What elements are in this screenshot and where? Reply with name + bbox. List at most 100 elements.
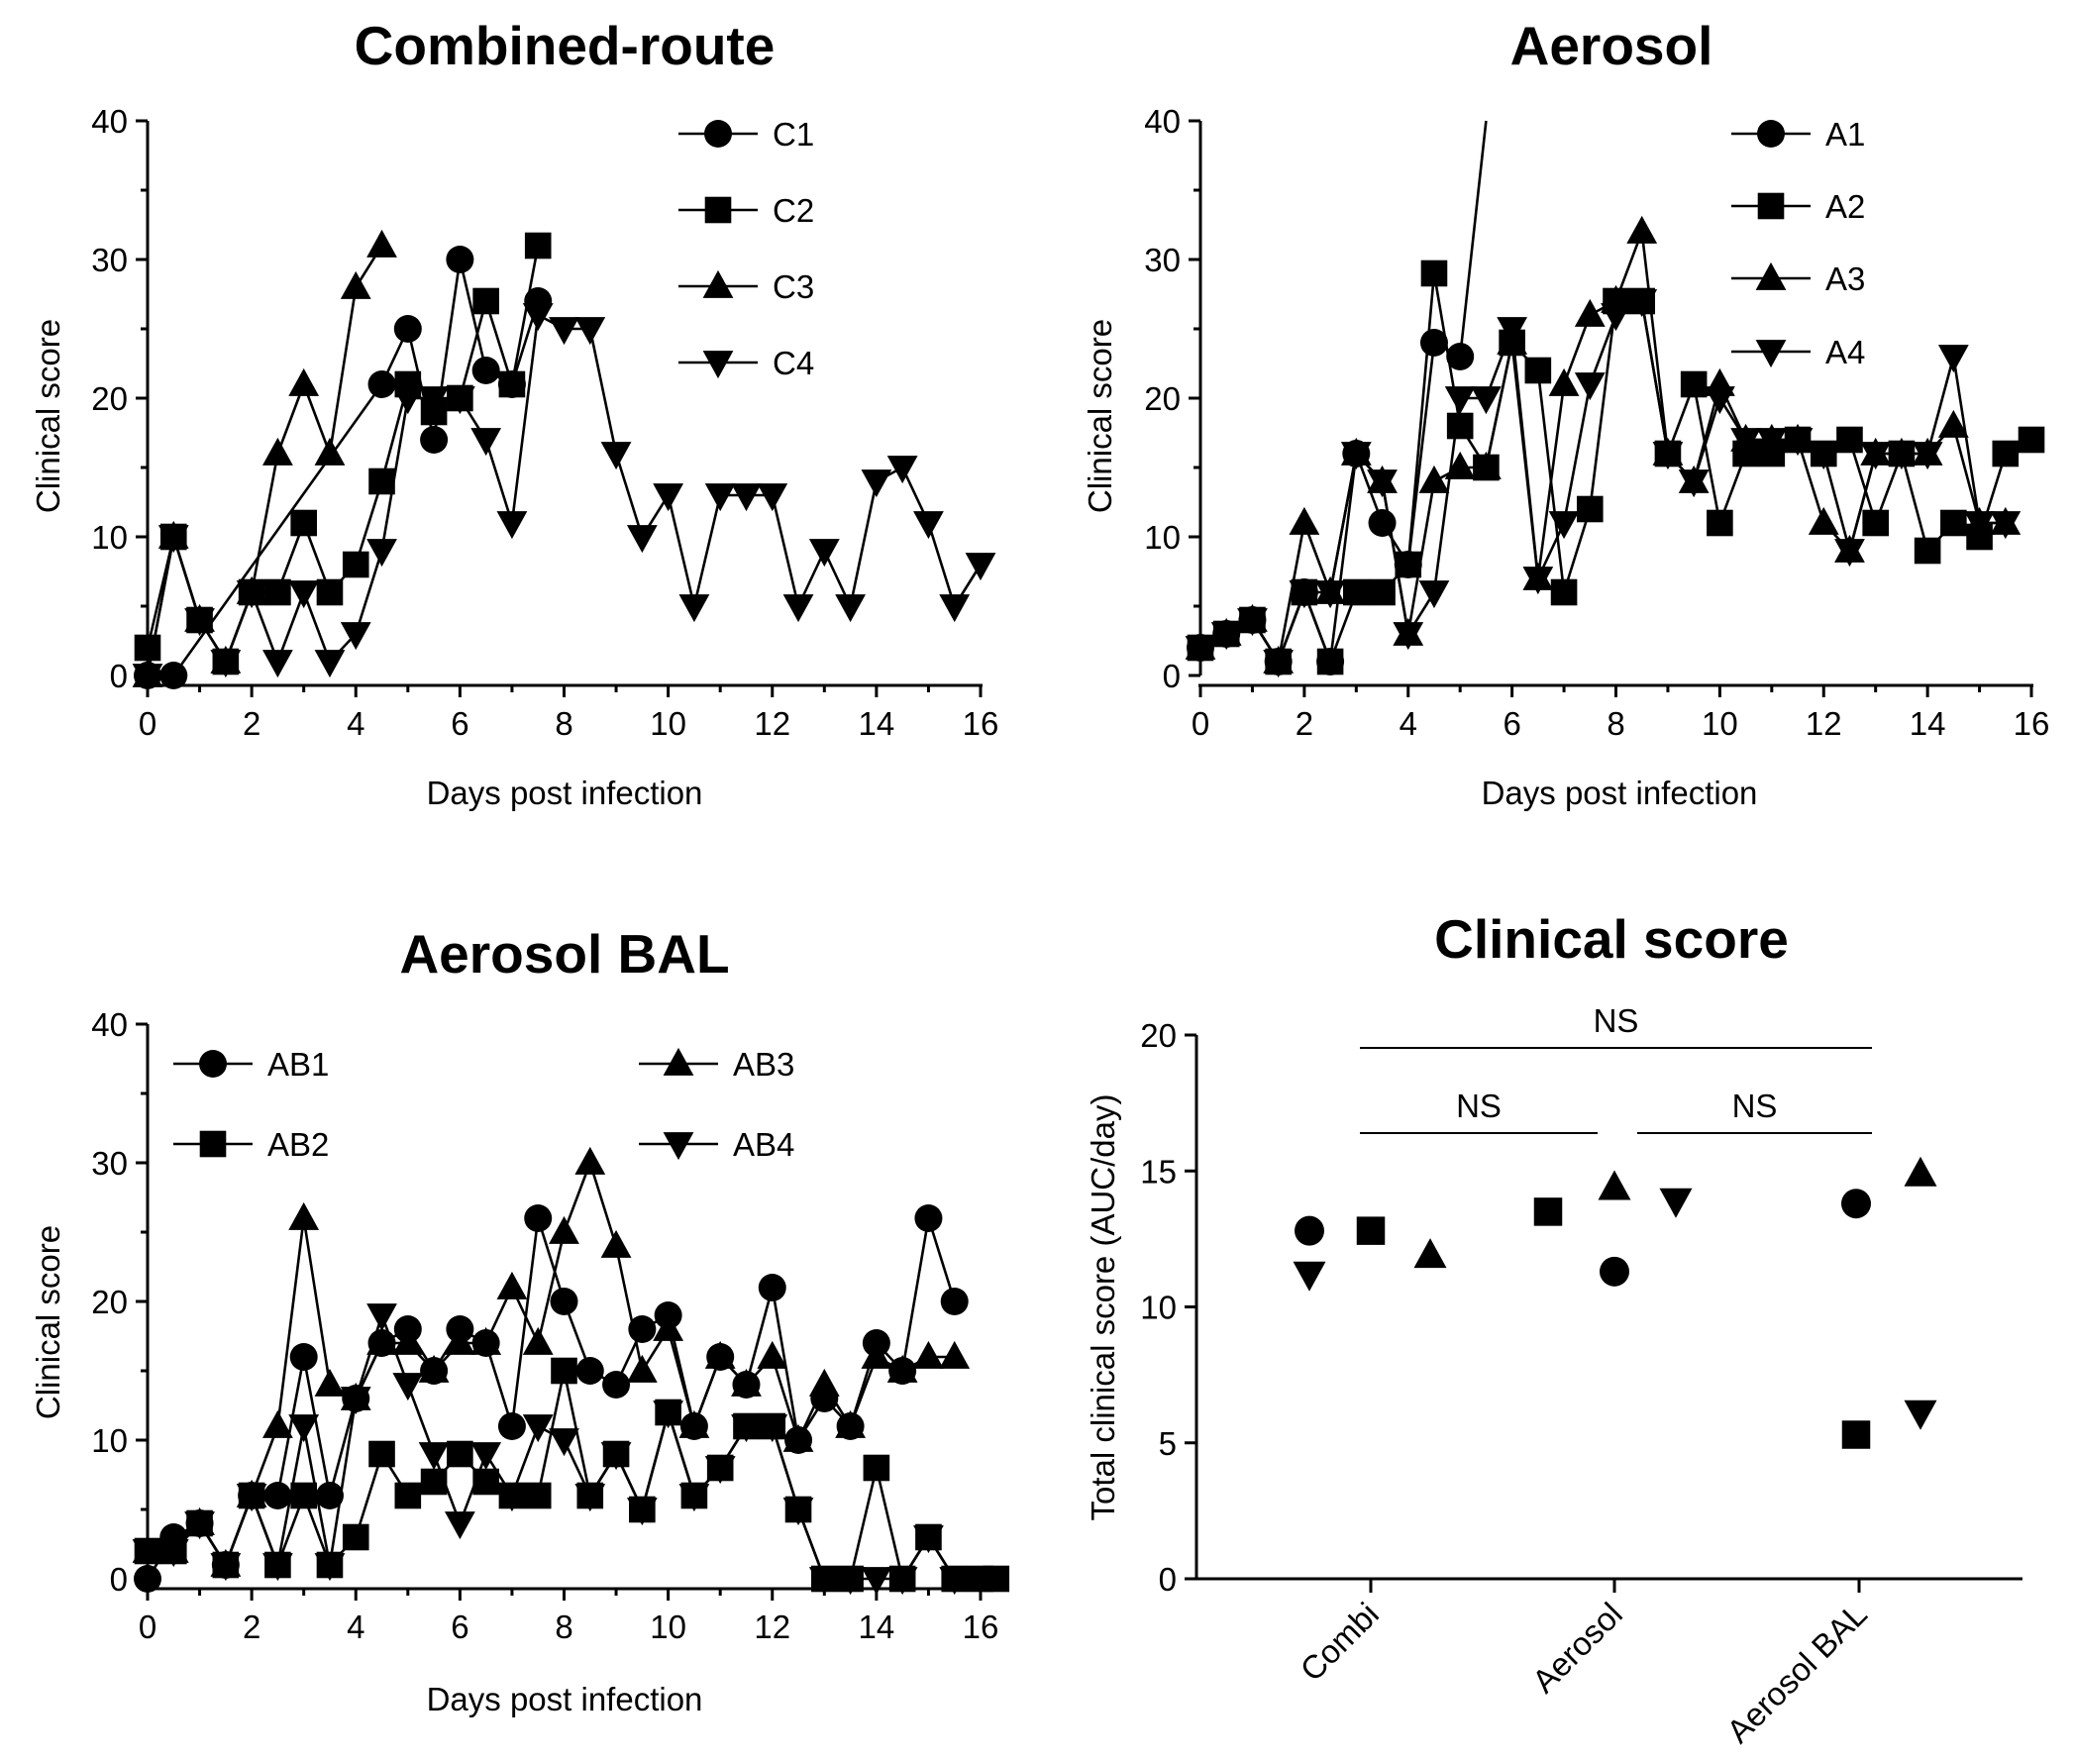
x-tick-label: 14 bbox=[859, 1608, 895, 1645]
data-point-ab4 bbox=[886, 1567, 918, 1596]
data-point-ab2 bbox=[551, 1357, 577, 1385]
legend-marker-c3 bbox=[702, 269, 734, 298]
data-point-c2 bbox=[264, 578, 291, 606]
data-point-c4 bbox=[626, 525, 658, 554]
y-axis-label: Clinical score bbox=[30, 319, 66, 513]
data-point-ab1 bbox=[134, 1565, 161, 1593]
data-point-c4 bbox=[704, 483, 736, 512]
legend-label-c2: C2 bbox=[773, 192, 814, 229]
point-aerosol-bal-triangle-up bbox=[1904, 1156, 1937, 1187]
legend-marker-ab4 bbox=[663, 1132, 694, 1161]
x-tick-label: 0 bbox=[1192, 705, 1209, 742]
y-tick-label: 20 bbox=[91, 380, 128, 417]
data-point-ab1 bbox=[758, 1274, 786, 1301]
point-combi-triangle-down bbox=[1293, 1261, 1326, 1292]
data-point-a4 bbox=[1289, 580, 1320, 609]
point-aerosol-bal-circle bbox=[1841, 1189, 1871, 1219]
data-point-ab4 bbox=[470, 1442, 502, 1471]
point-combi-circle bbox=[1295, 1215, 1324, 1246]
x-tick-label: 14 bbox=[859, 705, 895, 742]
data-point-c4 bbox=[939, 594, 971, 623]
panel-title: Combined-route bbox=[355, 15, 776, 76]
data-point-ab4 bbox=[574, 1484, 606, 1512]
data-point-ab4 bbox=[678, 1484, 710, 1512]
data-point-a3 bbox=[1626, 215, 1658, 244]
panel-title: Aerosol bbox=[1510, 15, 1713, 76]
data-point-a4 bbox=[1548, 511, 1580, 540]
y-tick-label: 5 bbox=[1159, 1425, 1177, 1462]
data-point-c1 bbox=[159, 662, 188, 689]
data-point-ab4 bbox=[965, 1567, 996, 1596]
panel-clinical-score-auc: Clinical score Total clinical score (AUC… bbox=[1085, 908, 2023, 1750]
data-point-ab4 bbox=[522, 1414, 554, 1443]
data-point-ab2 bbox=[368, 1440, 395, 1468]
y-tick-label: 30 bbox=[91, 1145, 128, 1182]
data-point-a4 bbox=[1522, 567, 1554, 595]
data-point-ab3 bbox=[366, 1326, 397, 1355]
data-point-c2 bbox=[498, 370, 526, 398]
data-point-a4 bbox=[1237, 608, 1268, 637]
data-point-ab3 bbox=[757, 1340, 788, 1369]
data-point-ab1 bbox=[263, 1482, 292, 1509]
panel-title: Aerosol BAL bbox=[399, 923, 729, 985]
x-tick-label: 6 bbox=[451, 705, 468, 742]
legend-label-a4: A4 bbox=[1825, 334, 1865, 370]
x-tick-label: 14 bbox=[1910, 705, 1946, 742]
data-point-ab3 bbox=[653, 1312, 684, 1341]
significance-label: NS bbox=[1456, 1088, 1502, 1124]
data-point-a2 bbox=[1707, 509, 1733, 537]
legend-label-ab3: AB3 bbox=[733, 1046, 794, 1083]
panel-title: Clinical score bbox=[1434, 908, 1789, 970]
y-tick-label: 20 bbox=[1144, 380, 1181, 417]
data-point-c4 bbox=[496, 511, 528, 540]
data-point-ab3 bbox=[704, 1340, 736, 1369]
x-tick-label: 4 bbox=[1400, 705, 1417, 742]
data-point-a3 bbox=[1418, 465, 1450, 493]
x-tick-label: 16 bbox=[2014, 705, 2050, 742]
data-point-ab4 bbox=[913, 1525, 944, 1554]
data-point-ab4 bbox=[835, 1567, 866, 1596]
x-tick-label: 8 bbox=[555, 1608, 572, 1645]
data-point-a4 bbox=[1808, 442, 1839, 470]
legend-marker-c1 bbox=[704, 120, 732, 148]
y-tick-label: 30 bbox=[91, 242, 128, 278]
data-point-a1 bbox=[1446, 343, 1475, 370]
data-point-ab1 bbox=[940, 1288, 969, 1315]
data-point-a2 bbox=[1550, 578, 1578, 606]
data-point-a4 bbox=[1185, 636, 1216, 665]
data-point-c4 bbox=[782, 594, 814, 623]
legend-label-ab4: AB4 bbox=[733, 1126, 794, 1163]
data-point-ab2 bbox=[447, 1440, 473, 1468]
data-point-a2 bbox=[1524, 357, 1552, 384]
data-point-c1 bbox=[420, 426, 449, 454]
data-point-a2 bbox=[1940, 509, 1967, 537]
point-combi-triangle-up bbox=[1413, 1238, 1447, 1269]
data-point-c2 bbox=[368, 467, 395, 495]
y-tick-label: 40 bbox=[91, 1006, 128, 1043]
data-point-ab4 bbox=[132, 1539, 163, 1568]
data-point-ab3 bbox=[782, 1423, 814, 1452]
data-point-c4 bbox=[808, 539, 840, 568]
data-point-ab3 bbox=[835, 1409, 866, 1438]
x-tick-label: 2 bbox=[243, 1608, 260, 1645]
x-tick-label-aerosol-bal: Aerosol BAL bbox=[1719, 1596, 1874, 1750]
panel-combined-route: Combined-route Days post infection Clini… bbox=[30, 15, 998, 811]
data-point-a3 bbox=[1471, 451, 1502, 479]
data-point-c4 bbox=[418, 386, 450, 415]
legend-label-c1: C1 bbox=[773, 116, 814, 153]
x-tick-label: 10 bbox=[1702, 705, 1738, 742]
data-point-ab2 bbox=[394, 1482, 422, 1509]
point-aerosol-bal-square bbox=[1841, 1420, 1871, 1449]
data-point-a4 bbox=[1704, 386, 1735, 415]
legend-label-c3: C3 bbox=[773, 268, 814, 305]
data-point-ab1 bbox=[602, 1371, 631, 1399]
data-point-ab3 bbox=[808, 1368, 840, 1397]
data-point-c1 bbox=[471, 357, 500, 384]
data-point-c1 bbox=[393, 315, 422, 343]
x-tick-label: 12 bbox=[754, 705, 790, 742]
data-point-a4 bbox=[1418, 580, 1450, 609]
data-point-a4 bbox=[1730, 428, 1761, 457]
data-point-a4 bbox=[1626, 289, 1658, 318]
data-point-ab4 bbox=[600, 1442, 632, 1471]
data-point-ab2 bbox=[524, 1482, 552, 1509]
